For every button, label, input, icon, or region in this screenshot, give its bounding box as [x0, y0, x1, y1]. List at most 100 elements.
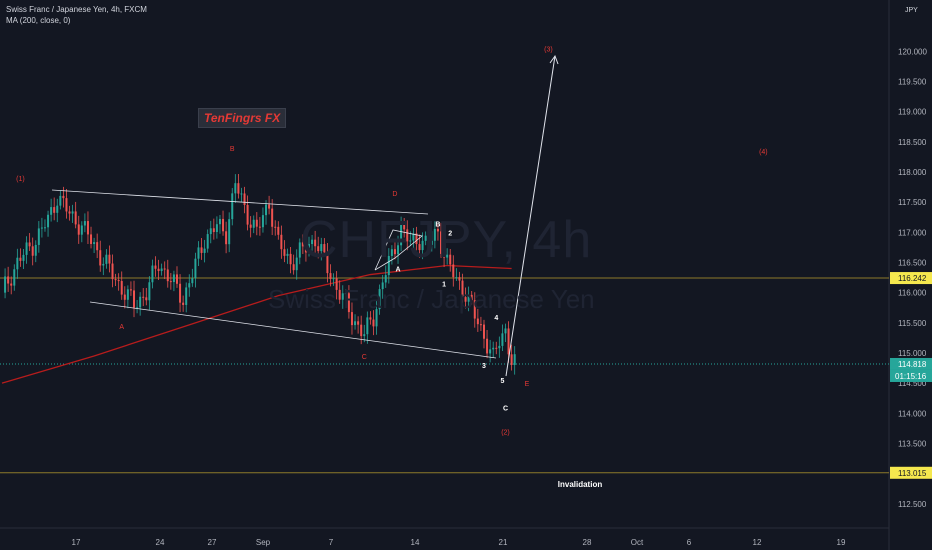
candle-body — [7, 276, 10, 284]
candle-body — [53, 207, 56, 213]
candle-body — [108, 254, 111, 264]
candle-body — [200, 247, 203, 253]
candle-body — [71, 211, 74, 214]
candle-body — [292, 264, 295, 271]
level-price-tag — [890, 272, 932, 285]
candle-body — [507, 328, 510, 355]
candle-body — [4, 276, 7, 293]
candle-body — [43, 227, 46, 229]
candle-body — [120, 281, 123, 295]
wave-label: 4 — [494, 315, 498, 322]
projection-arrow — [505, 55, 556, 377]
price-tick-label: 114.500 — [898, 379, 927, 388]
candle-body — [31, 246, 34, 256]
candle-body — [22, 254, 25, 261]
candle-body — [16, 257, 19, 270]
candle-body — [268, 204, 271, 209]
candle-body — [314, 239, 317, 247]
candle-body — [286, 253, 289, 256]
candle-body — [274, 226, 277, 228]
price-tick-label: 112.500 — [898, 500, 927, 509]
price-tick-label: 116.000 — [898, 289, 927, 298]
candle-body — [372, 319, 375, 327]
indicator-legend[interactable]: MA (200, close, 0) — [6, 16, 71, 25]
candle-body — [203, 248, 206, 253]
watermark-symbol: CHFJPY, 4h — [300, 211, 593, 269]
level-price-tag — [890, 466, 932, 479]
candle-body — [458, 277, 461, 281]
countdown-tag — [890, 369, 932, 382]
time-tick-label: 17 — [72, 538, 81, 547]
price-tick-label: 117.000 — [898, 228, 927, 237]
candle-body — [486, 338, 489, 354]
candle-body — [329, 273, 332, 280]
candle-body — [47, 214, 50, 228]
candle-body — [430, 240, 433, 245]
candle-body — [504, 328, 507, 334]
channel-upper-line — [51, 189, 429, 215]
candle-body — [357, 321, 360, 325]
candle-body — [304, 246, 307, 253]
time-tick-label: 6 — [687, 538, 692, 547]
candle-body — [369, 317, 372, 320]
candle-body — [215, 224, 218, 233]
ma-200-line — [1, 264, 512, 384]
watermark-name: Swiss Franc / Japanese Yen — [268, 284, 595, 314]
candle-body — [212, 228, 215, 233]
candle-body — [350, 312, 353, 326]
price-tick-label: 117.500 — [898, 198, 927, 207]
candle-body — [77, 224, 80, 235]
candle-body — [476, 318, 479, 325]
wave-label: D — [392, 191, 397, 198]
candle-body — [10, 283, 13, 286]
candle-body — [326, 252, 329, 274]
price-tick-label: 116.500 — [898, 258, 927, 267]
candle-body — [102, 263, 105, 266]
candle-body — [218, 218, 221, 225]
candle-body — [436, 228, 439, 232]
candle-body — [332, 278, 335, 280]
level-price-text: 116.242 — [898, 274, 927, 283]
candle-body — [311, 239, 314, 245]
candle-body — [105, 254, 108, 264]
candle-body — [197, 247, 200, 259]
time-tick-label: 24 — [156, 538, 165, 547]
price-tick-label: 119.500 — [898, 77, 927, 86]
candle-body — [400, 223, 403, 246]
candle-body — [403, 223, 406, 230]
candle-body — [249, 224, 252, 228]
price-tick-label: 115.500 — [898, 319, 927, 328]
candle-body — [240, 193, 243, 195]
candle-body — [513, 354, 516, 365]
candle-body — [366, 317, 369, 335]
candle-body — [59, 195, 62, 206]
candle-body — [246, 204, 249, 225]
price-tick-label: 115.000 — [898, 349, 927, 358]
candle-body — [179, 283, 182, 303]
candle-body — [261, 215, 264, 228]
candle-body — [172, 274, 175, 283]
time-tick-label: 27 — [208, 538, 217, 547]
candle-body — [443, 253, 446, 258]
projection-arrowhead — [549, 54, 559, 65]
price-tick-label: 119.000 — [898, 108, 927, 117]
candle-body — [123, 294, 126, 300]
candle-body — [375, 309, 378, 327]
candle-body — [114, 279, 117, 281]
candle-body — [86, 221, 89, 235]
candle-body — [154, 265, 157, 269]
candle-body — [194, 258, 197, 279]
candle-body — [188, 283, 191, 288]
candle-body — [74, 211, 77, 225]
candle-body — [40, 227, 43, 229]
candle-body — [498, 345, 501, 349]
wave-label: (4) — [759, 149, 768, 156]
candle-body — [406, 229, 409, 242]
candle-body — [354, 321, 357, 326]
candle-body — [492, 347, 495, 350]
candle-body — [320, 244, 323, 252]
candle-body — [231, 193, 234, 220]
time-tick-label: 28 — [583, 538, 592, 547]
candle-body — [255, 219, 258, 227]
